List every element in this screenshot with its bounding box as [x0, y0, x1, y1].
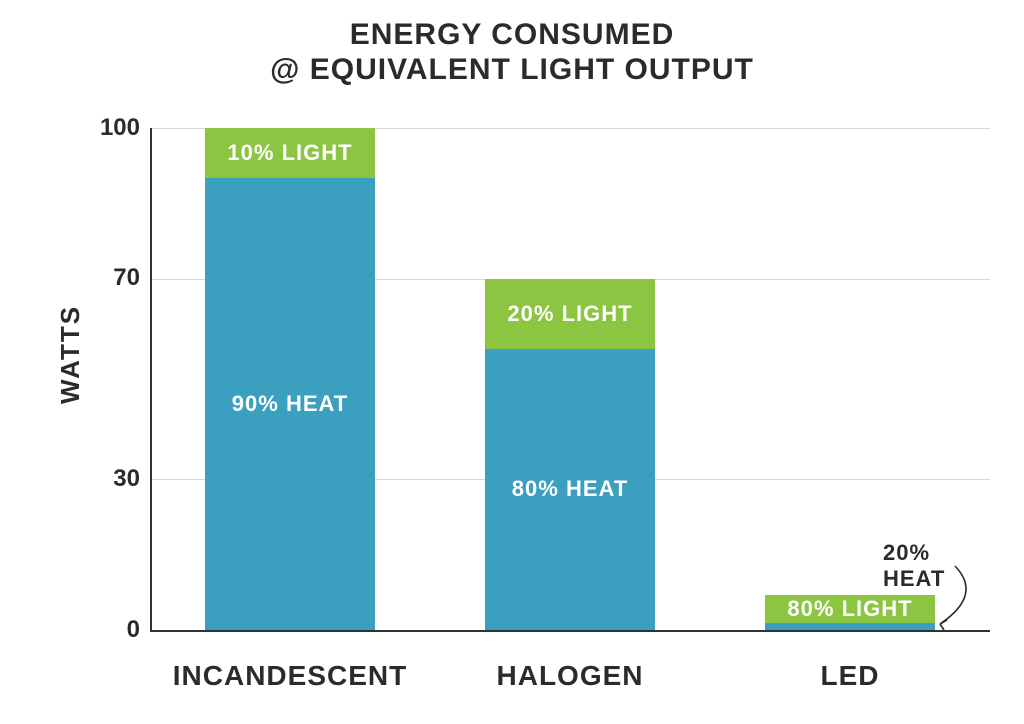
bar-segment-heat: 80% HEAT [485, 349, 655, 630]
bar-segment-label: 80% HEAT [512, 476, 628, 502]
x-axis-line [150, 630, 990, 632]
x-tick-label: HALOGEN [440, 660, 700, 692]
y-tick-label: 70 [90, 264, 140, 292]
y-axis-label: WATTS [55, 305, 86, 404]
bar-segment-label: 20% LIGHT [507, 301, 632, 327]
chart-title: ENERGY CONSUMED @ EQUIVALENT LIGHT OUTPU… [0, 18, 1024, 87]
bar-segment-light: 20% LIGHT [485, 279, 655, 349]
bar-segment-heat: 90% HEAT [205, 178, 375, 630]
bar-segment-label: 10% LIGHT [227, 140, 352, 166]
bar-halogen: 80% HEAT 20% LIGHT [485, 279, 655, 630]
chart-title-line1: ENERGY CONSUMED [0, 18, 1024, 53]
y-tick-label: 100 [90, 114, 140, 142]
y-tick-label: 0 [90, 616, 140, 644]
bar-segment-label: 80% LIGHT [787, 596, 912, 622]
callout-arrow-icon [910, 562, 995, 640]
x-tick-label: LED [720, 660, 980, 692]
bar-segment-light: 10% LIGHT [205, 128, 375, 178]
energy-chart: ENERGY CONSUMED @ EQUIVALENT LIGHT OUTPU… [0, 0, 1024, 724]
bar-segment-label: 90% HEAT [232, 391, 348, 417]
x-tick-label: INCANDESCENT [160, 660, 420, 692]
chart-title-line2: @ EQUIVALENT LIGHT OUTPUT [0, 53, 1024, 88]
bar-incandescent: 90% HEAT 10% LIGHT [205, 128, 375, 630]
y-axis-line [150, 128, 152, 630]
y-tick-label: 30 [90, 465, 140, 493]
